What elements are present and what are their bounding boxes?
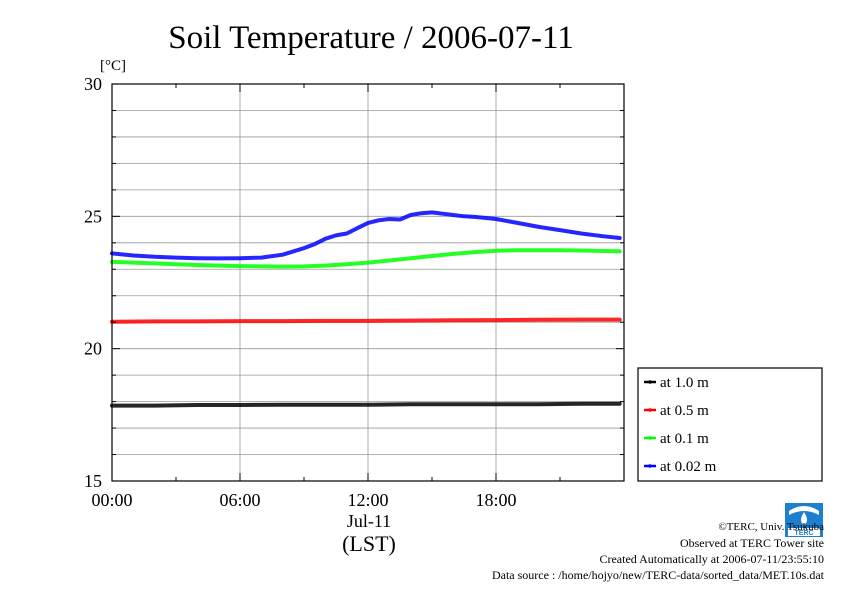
legend-marker	[648, 464, 652, 468]
y-tick-label: 15	[84, 471, 102, 491]
legend-label: at 0.5 m	[660, 403, 709, 419]
x-tick-label: 06:00	[219, 490, 260, 510]
x-tick-label: 00:00	[91, 490, 132, 510]
chart-title: Soil Temperature / 2006-07-11	[168, 20, 574, 56]
x-tick-label: 12:00	[347, 490, 388, 510]
legend: at 1.0 m at 0.5 m at 0.1 m at 0.02 m	[637, 367, 823, 482]
series-line	[110, 401, 622, 408]
legend-label: at 1.0 m	[660, 375, 709, 391]
ticks	[111, 84, 625, 481]
x-tick-label: 18:00	[475, 490, 516, 510]
created-text: Created Automatically at 2006-07-11/23:5…	[599, 552, 824, 566]
logo-lettering: TERC	[794, 530, 813, 537]
series-line	[110, 248, 622, 269]
source-text: Data source : /home/hojyo/new/TERC-data/…	[491, 568, 824, 582]
x-date-label: Jul-11	[347, 511, 391, 531]
tick-labels: 15 20 25 30 00:00 06:00 12:00 18:00	[84, 74, 517, 510]
legend-marker	[648, 380, 652, 384]
x-axis-label: (LST)	[342, 531, 396, 556]
grid	[112, 84, 624, 481]
copyright-text: ©TERC, Univ. Tsukuba	[718, 521, 824, 533]
legend-box	[637, 367, 823, 482]
footer: ©TERC, Univ. Tsukuba Observed at TERC To…	[492, 519, 824, 583]
terc-logo: TERC	[785, 503, 823, 537]
legend-marker	[648, 436, 652, 440]
y-axis-label: [°C]	[100, 58, 126, 74]
legend-label: at 0.02 m	[660, 459, 717, 475]
series-lines	[110, 210, 622, 408]
site-text: Observed at TERC Tower site	[679, 536, 824, 550]
series-line	[110, 317, 622, 324]
legend-label: at 0.1 m	[660, 431, 709, 447]
legend-marker	[648, 408, 652, 412]
y-tick-label: 20	[84, 339, 102, 359]
y-tick-label: 25	[84, 206, 102, 226]
y-tick-label: 30	[84, 74, 102, 94]
series-line	[110, 210, 622, 261]
